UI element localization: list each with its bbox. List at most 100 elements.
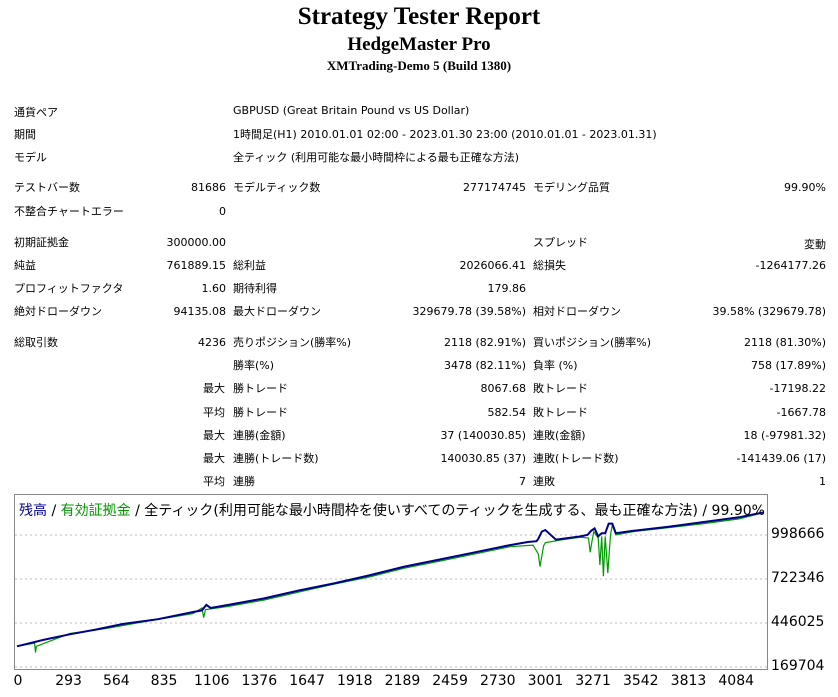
expert-name: HedgeMaster Pro: [347, 34, 491, 55]
x-tick-label: 3001: [527, 673, 564, 689]
gross-profit-value: 2026066.41: [459, 259, 526, 272]
cons-wins-count-label: 連勝(トレード数): [233, 452, 319, 465]
largest-loss-label: 敗トレード: [533, 382, 588, 395]
mismatch-label: 不整合チャートエラー: [14, 205, 124, 218]
net-label: 純益: [14, 259, 36, 272]
spread-value: 変動: [804, 238, 826, 251]
quality-label: モデリング品質: [533, 181, 610, 194]
balance-line: [16, 511, 764, 648]
x-tick-label: 293: [55, 673, 82, 689]
expected-payoff-value: 179.86: [487, 282, 527, 295]
abs-drawdown-value: 94135.08: [173, 305, 227, 318]
server-build: XMTrading-Demo 5 (Build 1380): [326, 58, 512, 73]
y-tick-label: 169704: [771, 658, 825, 674]
y-tick-label: 446025: [771, 613, 825, 630]
period-label: 期間: [14, 128, 36, 141]
largest-win-value: 8067.68: [480, 382, 527, 395]
spread-label: スプレッド: [533, 236, 588, 249]
legend-separator: /: [47, 503, 61, 519]
mismatch-value: 0: [219, 205, 226, 218]
y-tick-label: 722346: [771, 569, 825, 586]
cons-losses-money-label: 連敗(金額): [533, 429, 586, 442]
max-label-3: 最大: [203, 452, 225, 465]
x-tick-label: 1106: [193, 673, 230, 689]
quality-value: 99.90%: [784, 181, 826, 194]
balance-chart-plot: [15, 511, 767, 668]
x-tick-label: 0: [13, 673, 23, 689]
avg-cons-losses-value: 1: [819, 475, 826, 488]
equity-line: [16, 512, 764, 653]
model-value: 全ティック (利用可能な最小時間枠による最も正確な方法): [233, 151, 520, 164]
total-trades-label: 総取引数: [14, 336, 58, 349]
expected-payoff-label: 期待利得: [233, 282, 277, 295]
x-tick-label: 1376: [241, 673, 278, 689]
x-tick-label: 1918: [336, 673, 373, 689]
bars-value: 81686: [191, 181, 226, 194]
gross-profit-label: 総利益: [233, 259, 266, 272]
total-trades-value: 4236: [198, 336, 226, 349]
net-value: 761889.15: [166, 259, 227, 272]
short-positions-label: 売りポジション(勝率%): [233, 336, 352, 349]
x-tick-label: 564: [102, 673, 130, 689]
avg-loss-value: -1667.78: [776, 406, 826, 419]
x-tick-label: 1647: [289, 673, 325, 689]
gross-loss-label: 総損失: [533, 259, 566, 272]
max-label-1: 最大: [203, 382, 225, 395]
max-drawdown-value: 329679.78 (39.58%): [412, 305, 526, 318]
cons-losses-count-value: -141439.06 (17): [736, 452, 826, 465]
symbol-value: GBPUSD (Great Britain Pound vs US Dollar…: [233, 104, 470, 117]
chart-legend: 残高 / 有効証拠金 / 全ティック(利用可能な最小時間枠を使いすべてのティック…: [19, 500, 765, 520]
cons-wins-money-value: 37 (140030.85): [440, 429, 526, 442]
x-tick-label: 2459: [432, 673, 468, 689]
long-positions-label: 買いポジション(勝率%): [533, 336, 652, 349]
period-value: 1時間足(H1) 2010.01.01 02:00 - 2023.01.30 2…: [233, 128, 657, 141]
avg-label-1: 平均: [203, 406, 225, 419]
x-tick-label: 3542: [622, 673, 659, 689]
profit-factor-label: プロフィットファクタ: [14, 282, 124, 295]
profit-factor-value: 1.60: [201, 282, 227, 295]
short-positions-value: 2118 (82.91%): [443, 336, 526, 349]
x-tick-label: 2730: [479, 673, 516, 689]
x-tick-label: 3813: [670, 673, 707, 689]
ticks-value: 277174745: [463, 181, 526, 194]
largest-loss-value: -17198.22: [769, 382, 826, 395]
x-tick-label: 3271: [575, 673, 611, 689]
ticks-label: モデルティック数: [233, 181, 321, 194]
deposit-value: 300000.00: [166, 236, 227, 249]
legend-equity: 有効証拠金: [60, 503, 131, 519]
avg-cons-losses-label: 連敗: [533, 475, 555, 488]
max-label-2: 最大: [203, 429, 225, 442]
long-positions-value: 2118 (81.30%): [743, 336, 826, 349]
legend-model-info: / 全ティック(利用可能な最小時間枠を使いすべてのティックを生成する、最も正確な…: [130, 503, 765, 519]
bars-label: テストバー数: [14, 181, 80, 194]
win-rate-label: 勝率(%): [233, 359, 275, 372]
report-title: Strategy Tester Report: [297, 3, 541, 30]
avg-loss-label: 敗トレード: [533, 406, 588, 419]
avg-win-value: 582.54: [487, 406, 527, 419]
legend-balance: 残高: [19, 503, 47, 519]
cons-wins-money-label: 連勝(金額): [233, 429, 286, 442]
avg-win-label: 勝トレード: [233, 406, 288, 419]
symbol-label: 通貨ペア: [14, 106, 58, 119]
rel-drawdown-value: 39.58% (329679.78): [712, 305, 826, 318]
loss-rate-label: 負率 (%): [533, 359, 578, 372]
avg-label-2: 平均: [203, 475, 225, 488]
avg-cons-wins-label: 連勝: [233, 475, 255, 488]
balance-chart: [14, 494, 768, 670]
abs-drawdown-label: 絶対ドローダウン: [14, 305, 102, 318]
max-drawdown-label: 最大ドローダウン: [233, 305, 321, 318]
win-rate-value: 3478 (82.11%): [443, 359, 526, 372]
gross-loss-value: -1264177.26: [755, 259, 826, 272]
avg-cons-wins-value: 7: [519, 475, 526, 488]
deposit-label: 初期証拠金: [14, 236, 69, 249]
loss-rate-value: 758 (17.89%): [750, 359, 826, 372]
largest-win-label: 勝トレード: [233, 382, 288, 395]
x-tick-label: 835: [150, 673, 178, 689]
cons-losses-money-value: 18 (-97981.32): [743, 429, 826, 442]
y-tick-label: 998666: [771, 525, 825, 542]
cons-losses-count-label: 連敗(トレード数): [533, 452, 619, 465]
x-tick-label: 4084: [718, 673, 755, 689]
rel-drawdown-label: 相対ドローダウン: [533, 305, 621, 318]
model-label: モデル: [14, 151, 47, 164]
x-tick-label: 2189: [384, 673, 421, 689]
